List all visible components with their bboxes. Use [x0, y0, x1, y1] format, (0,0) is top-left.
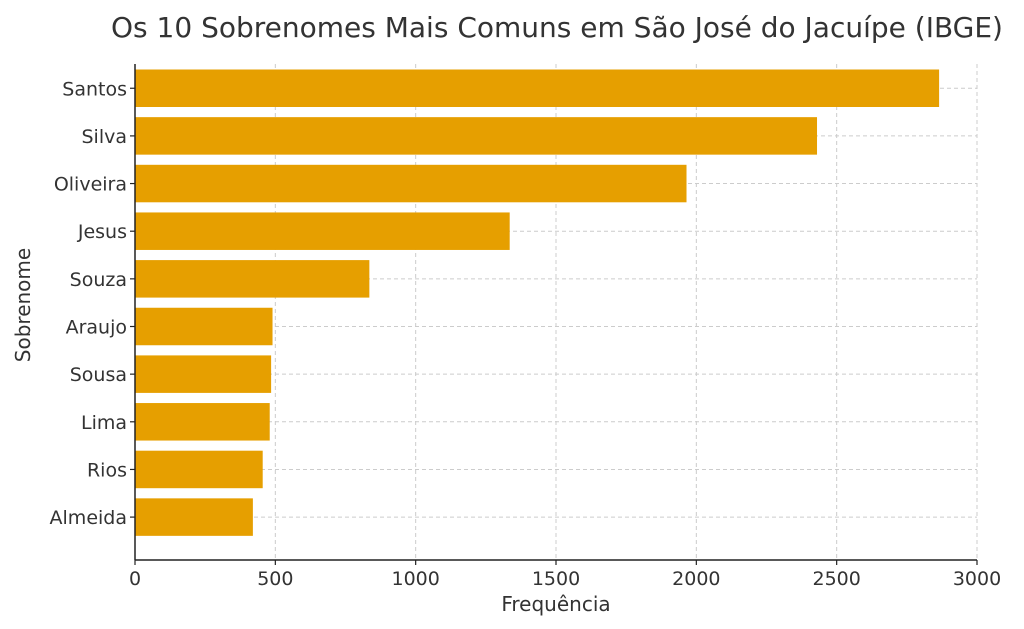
- y-tick-label: Almeida: [50, 507, 127, 529]
- bars: [135, 69, 940, 536]
- bar: [135, 450, 263, 489]
- bar: [135, 355, 272, 393]
- y-tick-labels: Santos Silva Oliveira Jesus Souza Araujo Sousa…: [50, 78, 135, 529]
- chart-title: Os 10 Sobrenomes Mais Comuns em São José…: [111, 11, 1003, 44]
- bar: [135, 260, 370, 298]
- y-tick-label: Santos: [62, 78, 127, 100]
- bar: [135, 164, 687, 203]
- bar: [135, 117, 818, 155]
- y-tick-label: Silva: [81, 126, 127, 148]
- bar: [135, 69, 940, 107]
- bar: [135, 403, 270, 441]
- x-axis-label: Frequência: [501, 592, 610, 616]
- x-tick-label: 3000: [953, 568, 1001, 590]
- y-axis-label: Sobrenome: [11, 248, 35, 362]
- x-tick-labels: 0 500 1000 1500 2000 2500 3000: [129, 560, 1001, 590]
- x-tick-label: 0: [129, 568, 141, 590]
- y-tick-label: Oliveira: [54, 174, 127, 196]
- x-tick-label: 2000: [672, 568, 720, 590]
- bar: [135, 212, 510, 250]
- x-tick-label: 2500: [812, 568, 860, 590]
- bar: [135, 307, 273, 346]
- y-tick-label: Souza: [70, 269, 127, 291]
- x-tick-label: 500: [257, 568, 293, 590]
- y-tick-label: Lima: [81, 412, 127, 434]
- y-tick-label: Rios: [87, 459, 127, 481]
- y-tick-label: Araujo: [66, 317, 127, 339]
- x-tick-label: 1000: [391, 568, 439, 590]
- x-tick-label: 1500: [532, 568, 580, 590]
- bar: [135, 498, 253, 536]
- y-tick-label: Jesus: [77, 221, 127, 243]
- y-tick-label: Sousa: [70, 364, 127, 386]
